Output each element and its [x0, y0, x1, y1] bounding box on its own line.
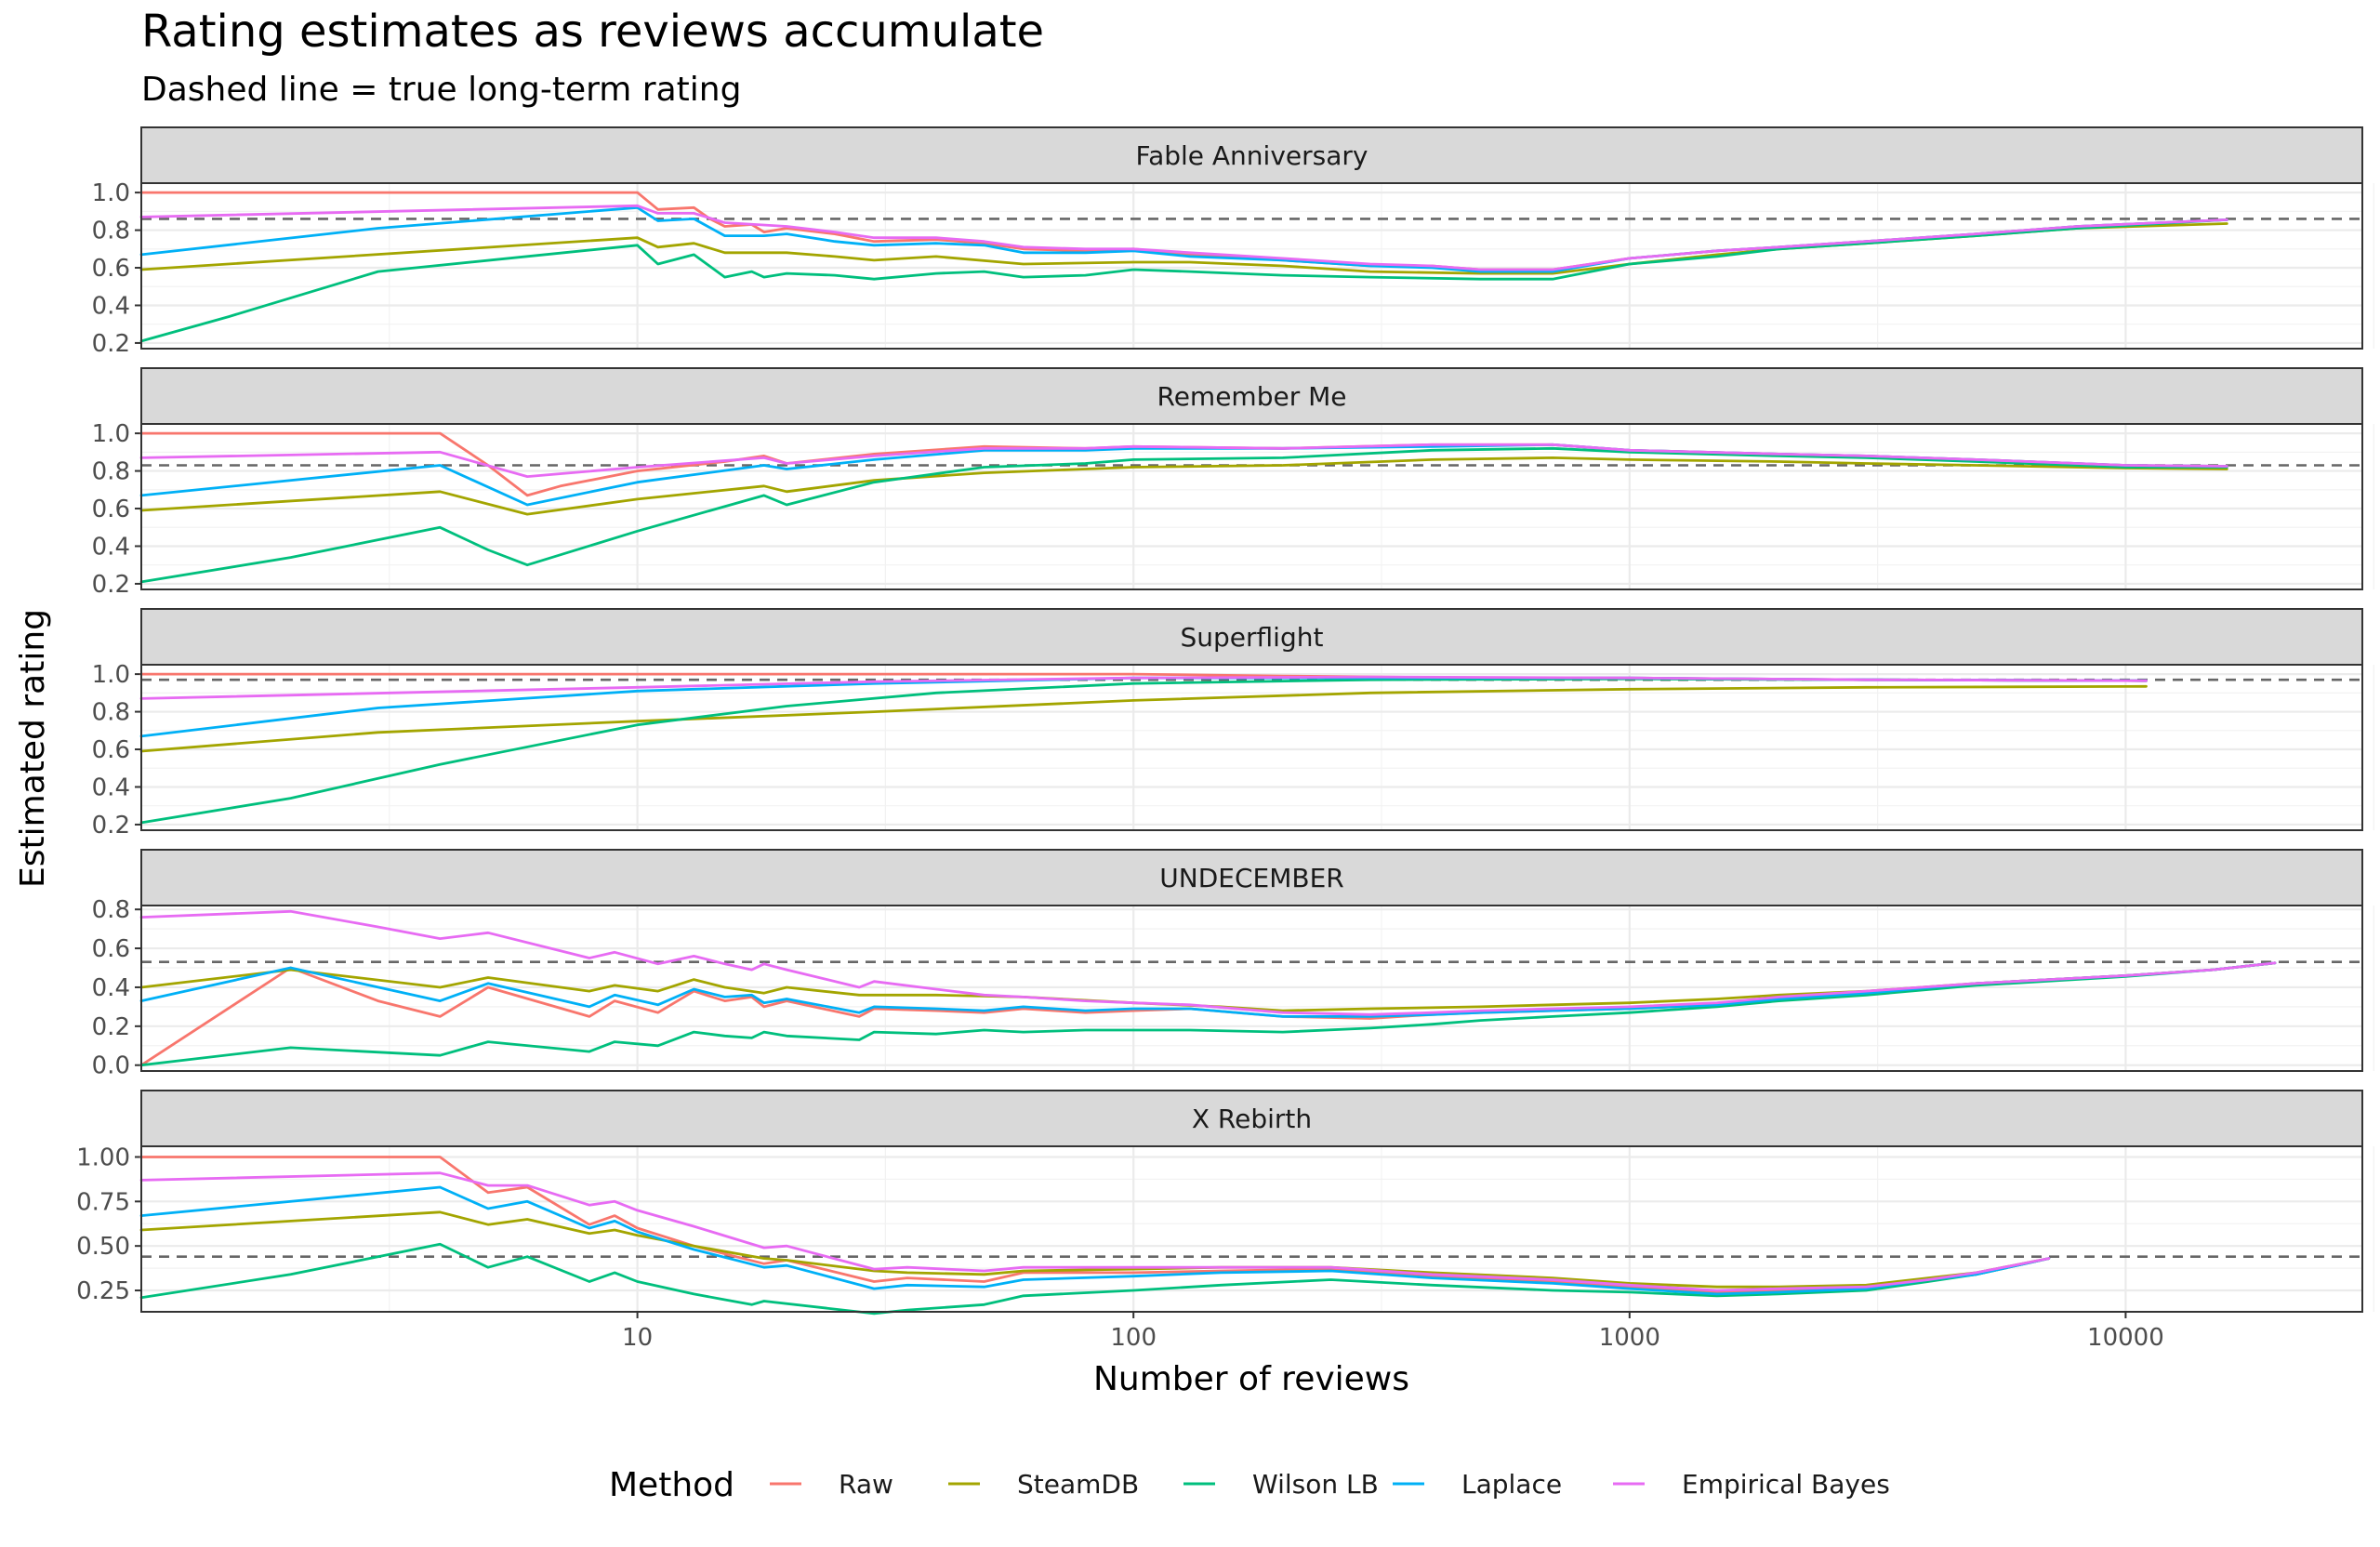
grid-fable-anniversary: [141, 183, 2374, 349]
strip-label-fable-anniversary: Fable Anniversary: [1136, 140, 1368, 171]
series-fable-anniversary: [139, 191, 2228, 343]
series-line-steamdb: [139, 456, 2228, 516]
panel-border-undecember: [140, 905, 2363, 1072]
panel-superflight: Superflight 0.2 0.4 0.6 0.8 1.0: [92, 608, 2374, 840]
panel-border-remember-me: [140, 423, 2363, 590]
legend-item-steamdb: SteamDB: [948, 1469, 1139, 1500]
y-tick-label: 0.2: [92, 571, 130, 599]
strip-label-remember-me: Remember Me: [1157, 381, 1347, 412]
y-tick-label: 0.8: [92, 458, 130, 486]
panel-border-superflight: [140, 664, 2363, 831]
series-x-rebirth: [139, 1156, 2051, 1316]
strip-superflight: [140, 608, 2363, 666]
legend-label-empirical-bayes: Empirical Bayes: [1682, 1469, 1890, 1500]
series-line-steamdb: [139, 684, 2148, 753]
series-line-raw: [139, 1156, 2051, 1294]
series-line-wilson-lb: [139, 961, 2277, 1067]
series-line-laplace: [139, 961, 2277, 1018]
y-tick-label: 0.8: [92, 896, 130, 924]
series-line-empirical-bayes: [139, 204, 2228, 271]
panel-fable-anniversary: Fable Anniversary 0.2 0.4 0.6 0.8 1.0: [92, 126, 2374, 358]
panel-border-fable-anniversary: [140, 182, 2363, 350]
y-tick-label: 0.8: [92, 218, 130, 245]
panels: Fable Anniversary0.20.40.60.81.0Remember…: [76, 126, 2374, 1316]
y-tick-label: 1.0: [92, 179, 130, 207]
x-tick-label: 10: [622, 1324, 653, 1352]
legend-label-raw: Raw: [839, 1469, 893, 1500]
y-tick-label: 0.4: [92, 774, 130, 801]
series-line-empirical-bayes: [139, 1171, 2051, 1292]
grid-undecember: [141, 906, 2374, 1071]
legend-title: Method: [609, 1466, 734, 1504]
y-tick-label: 0.25: [76, 1277, 130, 1305]
y-tick-label: 1.00: [76, 1144, 130, 1171]
legend-label-laplace: Laplace: [1461, 1469, 1562, 1500]
plot-background-superflight: [141, 665, 2362, 830]
y-tick-label: 0.4: [92, 292, 130, 320]
series-line-wilson-lb: [139, 1242, 2051, 1316]
plot-background-x-rebirth: [141, 1146, 2362, 1312]
y-tick-label: 0.6: [92, 255, 130, 283]
strip-label-superflight: Superflight: [1181, 622, 1324, 653]
series-line-empirical-bayes: [139, 443, 2228, 478]
series-line-laplace: [139, 1185, 2051, 1296]
series-undecember: [139, 909, 2277, 1067]
y-tick-label: 0.2: [92, 1013, 130, 1041]
y-tick-label: 0.6: [92, 496, 130, 523]
x-tick-label: 1000: [1599, 1324, 1660, 1352]
strip-fable-anniversary: [140, 126, 2363, 184]
chart-subtitle: Dashed line = true long-term rating: [141, 71, 741, 109]
legend: Method Raw SteamDB Wilson LB Laplace Empirica…: [609, 1466, 1890, 1504]
legend-label-wilson-lb: Wilson LB: [1252, 1469, 1379, 1500]
y-tick-label: 0.2: [92, 330, 130, 358]
y-tick-label: 0.4: [92, 533, 130, 561]
x-tick-label: 100: [1110, 1324, 1157, 1352]
legend-item-empirical-bayes: Empirical Bayes: [1613, 1469, 1890, 1500]
series-remember-me: [139, 431, 2228, 584]
y-tick-label: 0.2: [92, 812, 130, 840]
x-axis-label: Number of reviews: [1093, 1360, 1409, 1398]
legend-item-wilson-lb: Wilson LB: [1183, 1469, 1379, 1500]
panel-border-x-rebirth: [140, 1145, 2363, 1313]
y-tick-label: 0.8: [92, 699, 130, 727]
y-tick-label: 0.4: [92, 974, 130, 1002]
series-line-steamdb: [139, 1210, 2051, 1289]
y-tick-label: 0.6: [92, 736, 130, 764]
chart-title: Rating estimates as reviews accumulate: [141, 6, 1044, 58]
strip-label-x-rebirth: X Rebirth: [1192, 1104, 1312, 1134]
y-axis-label: Estimated rating: [14, 609, 52, 888]
series-line-wilson-lb: [139, 218, 2228, 343]
y-tick-label: 0.0: [92, 1052, 130, 1080]
legend-label-steamdb: SteamDB: [1017, 1469, 1139, 1500]
x-tick-label: 10000: [2087, 1324, 2164, 1352]
strip-x-rebirth: [140, 1090, 2363, 1147]
plot-background-remember-me: [141, 424, 2362, 589]
series-line-wilson-lb: [139, 446, 2228, 584]
y-tick-label: 0.50: [76, 1233, 130, 1261]
panel-remember-me: Remember Me 0.2 0.4 0.6 0.8 1.0: [92, 367, 2374, 599]
strip-undecember: [140, 849, 2363, 906]
y-tick-label: 0.75: [76, 1188, 130, 1216]
series-line-empirical-bayes: [139, 909, 2277, 1016]
y-tick-label: 0.6: [92, 935, 130, 963]
panel-undecember: UNDECEMBER 0.0 0.2 0.4 0.6 0.8: [92, 849, 2374, 1080]
legend-item-laplace: Laplace: [1393, 1469, 1562, 1500]
strip-label-undecember: UNDECEMBER: [1159, 863, 1343, 893]
series-line-empirical-bayes: [139, 675, 2148, 700]
x-axis: 10 100 1000 10000: [622, 1312, 2164, 1352]
panel-x-rebirth: X Rebirth 0.25 0.50 0.75 1.00: [76, 1090, 2374, 1316]
y-tick-label: 1.0: [92, 420, 130, 448]
series-superflight: [139, 672, 2148, 825]
legend-item-raw: Raw: [770, 1469, 893, 1500]
y-tick-label: 1.0: [92, 661, 130, 689]
